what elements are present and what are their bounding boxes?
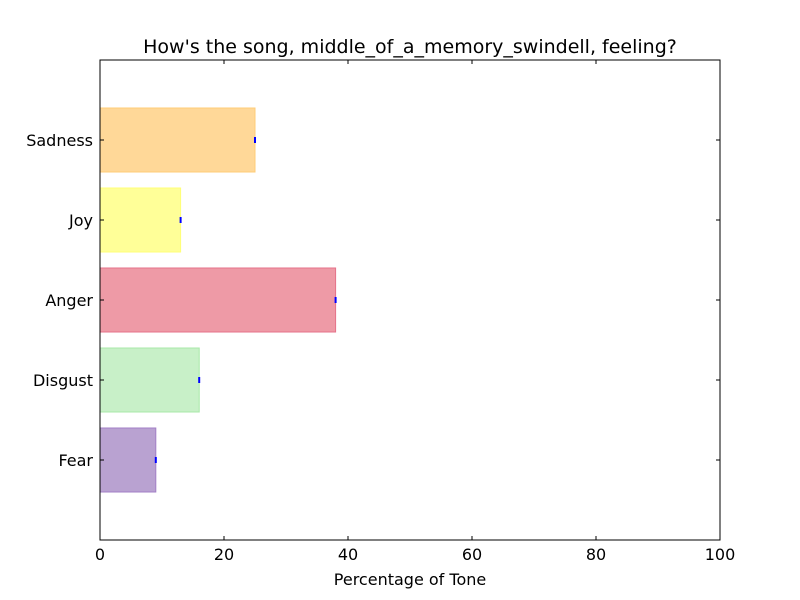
- x-tick-label-20: 20: [214, 545, 234, 564]
- bar-fear: [99, 427, 157, 493]
- y-tick-label-disgust: Disgust: [33, 371, 93, 390]
- bar-anger: [99, 267, 337, 333]
- x-tick-label-0: 0: [95, 545, 105, 564]
- x-tick-label-100: 100: [705, 545, 736, 564]
- x-tick-label-60: 60: [462, 545, 482, 564]
- y-tick-label-sadness: Sadness: [26, 131, 93, 150]
- y-tick-label-fear: Fear: [58, 451, 93, 470]
- chart-title: How's the song, middle_of_a_memory_swind…: [143, 36, 677, 58]
- y-tick-label-joy: Joy: [68, 211, 93, 230]
- x-tick-label-80: 80: [586, 545, 606, 564]
- x-tick-label-40: 40: [338, 545, 358, 564]
- y-tick-label-anger: Anger: [45, 291, 93, 310]
- bar-sadness: [99, 107, 256, 173]
- bar-disgust: [99, 347, 200, 413]
- x-axis-label: Percentage of Tone: [334, 570, 486, 589]
- bar-joy: [99, 187, 182, 253]
